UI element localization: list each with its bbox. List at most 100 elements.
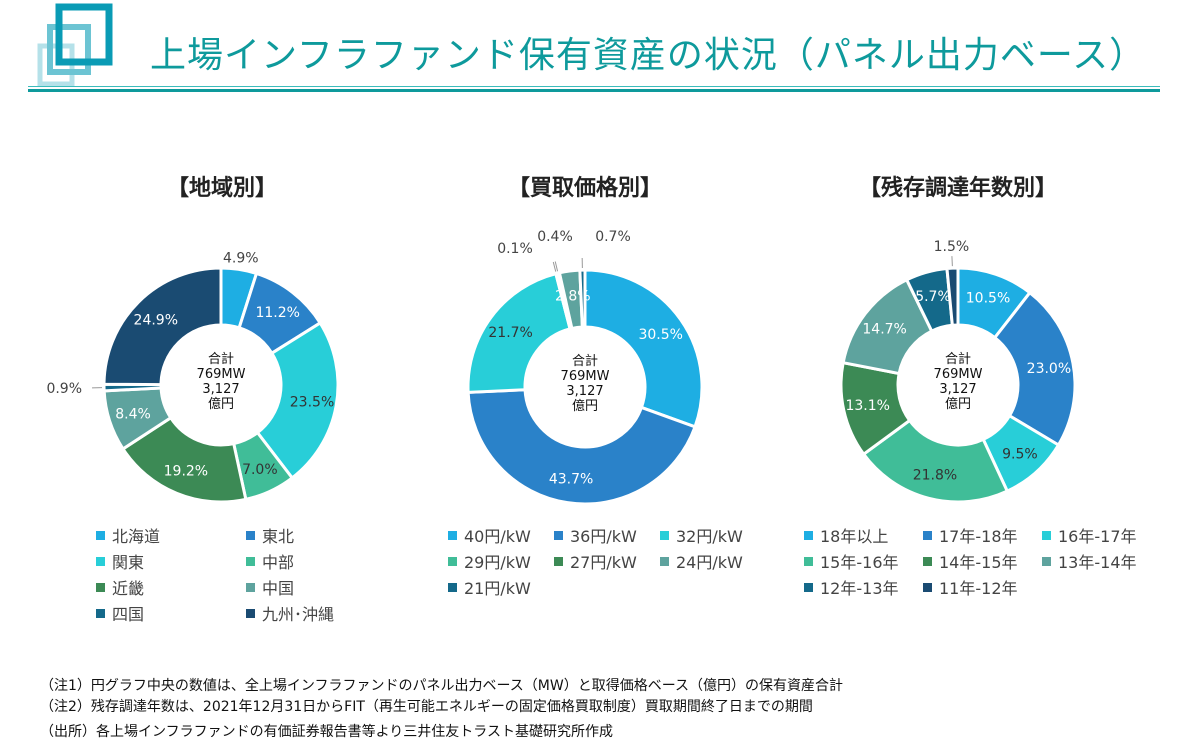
legend-label: 四国 — [112, 605, 145, 624]
legend-swatch — [448, 556, 457, 566]
center-total-text: 億円 — [572, 398, 598, 414]
data-label: 8.4% — [115, 407, 151, 423]
legend-label: 近畿 — [112, 579, 145, 598]
data-label: 7.0% — [242, 462, 278, 478]
page-title: 上場インフラファンド保有資産の状況（パネル出力ベース） — [150, 35, 1147, 76]
legend-item: 九州･沖縄 — [246, 601, 396, 625]
divider — [28, 89, 1160, 92]
legend-swatch — [923, 556, 932, 566]
data-label: 43.7% — [549, 471, 593, 487]
legend-row: 関東 中部 — [96, 548, 396, 574]
legend-label: 11年-12年 — [939, 579, 1018, 598]
legend-swatch — [246, 582, 255, 592]
legend-label: 東北 — [262, 527, 295, 546]
legend-label: 29円/kW — [464, 553, 531, 572]
donut-slice-1-0 — [583, 268, 704, 429]
legend-swatch — [1042, 556, 1051, 566]
legend-item: 近畿 — [96, 575, 246, 599]
data-label: 11.2% — [255, 305, 299, 321]
donut-slice-1-1 — [466, 388, 697, 506]
legend-swatch — [804, 530, 813, 540]
legend-label: 14年-15年 — [939, 553, 1018, 572]
legend-swatch — [923, 530, 932, 540]
legend-swatch — [96, 582, 105, 592]
data-label: 4.9% — [223, 251, 259, 267]
center-total-text: 億円 — [945, 396, 971, 412]
leader-line — [554, 261, 559, 272]
center-total-text: 769MW — [561, 369, 610, 384]
legend-row: 15年-16年 14年-15年 13年-14年 — [804, 548, 1161, 574]
data-label: 21.8% — [913, 468, 957, 484]
legend-swatch — [1042, 530, 1051, 540]
legend-label: 27円/kW — [570, 553, 637, 572]
legend-item: 中国 — [246, 575, 396, 599]
legend-label: 北海道 — [112, 527, 161, 546]
center-total-text: 合計 — [572, 353, 598, 369]
legend-row: 12年-13年 11年-12年 — [804, 574, 1161, 600]
donut-slice-1-6 — [578, 268, 587, 329]
center-total-text: 3,127 — [202, 382, 239, 397]
legend-swatch — [246, 556, 255, 566]
data-label: 10.5% — [966, 291, 1010, 307]
donut-slice-2-1 — [992, 290, 1077, 448]
donut-slice-2-3 — [861, 418, 1010, 504]
legend-row: 18年以上 17年-18年 16年-17年 — [804, 522, 1161, 548]
logo — [37, 3, 113, 87]
data-label: 0.4% — [537, 229, 573, 245]
center-total-text: 3,127 — [939, 382, 976, 397]
legend-price: 40円/kW 36円/kW 32円/kW 29円/kW 27円/kW 24円/kW 21円/… — [448, 522, 766, 600]
legend-row: 21円/kW — [448, 574, 766, 600]
donut-slice-0-7 — [102, 266, 223, 387]
data-label: 14.7% — [862, 322, 906, 338]
data-label: 5.7% — [915, 289, 951, 305]
legend-label: 九州･沖縄 — [262, 605, 335, 624]
donut-slice-2-7 — [945, 266, 960, 327]
data-label: 23.0% — [1027, 361, 1071, 377]
center-total-text: 億円 — [208, 396, 234, 412]
donut-slice-0-2 — [255, 320, 340, 481]
legend-label: 12年-13年 — [820, 579, 899, 598]
legend-label: 21円/kW — [464, 579, 531, 598]
divider — [28, 86, 1160, 87]
data-label: 0.9% — [46, 381, 82, 397]
note-1: （注1）円グラフ中央の数値は、全上場インフラファンドのパネル出力ベース（MW）と… — [40, 678, 844, 694]
legend-item: 27円/kW — [554, 549, 660, 573]
center-total-text: 3,127 — [566, 384, 603, 399]
legend-row: 40円/kW 36円/kW 32円/kW — [448, 522, 766, 548]
legend-label: 24円/kW — [676, 553, 743, 572]
legend-item: 21円/kW — [448, 575, 554, 599]
legend-label: 17年-18年 — [939, 527, 1018, 546]
legend-label: 18年以上 — [820, 527, 889, 546]
legend-item: 32円/kW — [660, 523, 766, 547]
legend-item: 13年-14年 — [1042, 549, 1161, 573]
legend-swatch — [804, 582, 813, 592]
legend-years: 18年以上 17年-18年 16年-17年 15年-16年 14年-15年 13年-14年… — [804, 522, 1161, 600]
legend-row: 北海道 東北 — [96, 522, 396, 548]
legend-item: 14年-15年 — [923, 549, 1042, 573]
legend-label: 15年-16年 — [820, 553, 899, 572]
chart-title-years: 【残存調達年数別】 — [858, 176, 1057, 201]
note-3: （出所）各上場インフラファンドの有価証券報告書等より三井住友トラスト基礎研究所作… — [40, 724, 614, 740]
data-label: 0.1% — [497, 241, 533, 257]
data-label: 0.7% — [595, 229, 631, 245]
legend-item: 関東 — [96, 549, 246, 573]
legend-item: 15年-16年 — [804, 549, 923, 573]
legend-row: 29円/kW 27円/kW 24円/kW — [448, 548, 766, 574]
legend-swatch — [96, 530, 105, 540]
legend-label: 中部 — [262, 553, 295, 572]
legend-item: 11年-12年 — [923, 575, 1042, 599]
data-label: 9.5% — [1002, 447, 1038, 463]
data-label: 13.1% — [845, 398, 889, 414]
legend-swatch — [448, 530, 457, 540]
data-label: 19.2% — [164, 464, 208, 480]
legend-region: 北海道 東北 関東 中部 近畿 中国 四国 九州･沖縄 — [96, 522, 396, 626]
legend-item: 北海道 — [96, 523, 246, 547]
legend-item: 中部 — [246, 549, 396, 573]
legend-swatch — [96, 556, 105, 566]
center-total-text: 769MW — [934, 367, 983, 382]
legend-swatch — [448, 582, 457, 592]
data-label: 21.7% — [488, 325, 532, 341]
legend-item: 東北 — [246, 523, 396, 547]
chart-title-region: 【地域別】 — [166, 176, 277, 201]
